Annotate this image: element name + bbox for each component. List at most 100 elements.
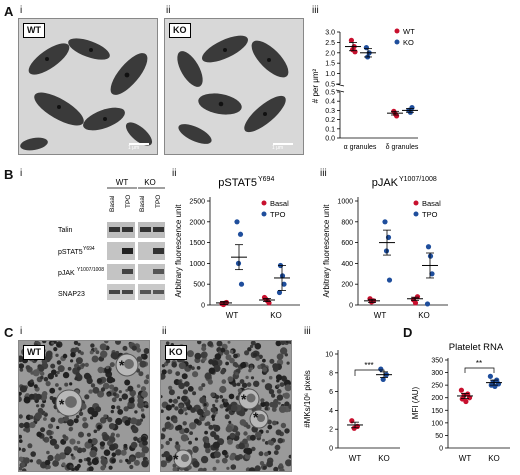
western-blot: WT KO Basal TPO Basal TPO Talin pSTAT5 Y… bbox=[58, 178, 165, 300]
hist-ko-cell-325 bbox=[184, 412, 188, 416]
hist-wt-cell-209 bbox=[87, 461, 92, 466]
hist-ko-cell-154 bbox=[280, 422, 287, 429]
a-iii-legend-ko-marker bbox=[394, 39, 400, 45]
hist-ko-cell-283 bbox=[248, 467, 256, 471]
hist-ko-cell-250 bbox=[232, 361, 238, 367]
d-title: Platelet RNA bbox=[449, 342, 504, 353]
hist-ko-cell-383 bbox=[278, 405, 287, 413]
hist-wt-cell-173 bbox=[47, 454, 54, 462]
hist-wt-cell-242 bbox=[108, 423, 116, 430]
hist-wt-cell-279 bbox=[133, 459, 140, 466]
hist-ko-cell-187 bbox=[288, 404, 291, 410]
chart-b-ii: pSTAT5 Y694 0 500 1000 1500 2000 2500 Arbitra… bbox=[174, 176, 300, 320]
hist-wt-cell-406 bbox=[138, 371, 144, 377]
em-image-wt-art bbox=[19, 19, 157, 154]
hist-ko-cell-294 bbox=[215, 459, 220, 464]
hist-wt-cell-218 bbox=[19, 385, 28, 393]
blot-row-pstat5-sup: Y694 bbox=[83, 246, 95, 252]
hist-wt-cell-384 bbox=[54, 374, 58, 377]
c-iii-sig-bracket bbox=[354, 369, 385, 376]
hist-ko-cell-92 bbox=[182, 389, 188, 395]
hist-wt-cell-374 bbox=[123, 443, 128, 448]
panel-b-sub-i: i bbox=[20, 168, 23, 179]
d-tick-label-2: 100 bbox=[431, 420, 443, 427]
hist-wt-cell-39 bbox=[118, 390, 122, 394]
b-iii-point-tpo-4 bbox=[425, 244, 432, 250]
hist-wt-cell-82 bbox=[134, 410, 138, 414]
d-point-wt-4 bbox=[459, 396, 465, 402]
hist-ko-cell-162 bbox=[239, 419, 247, 426]
hist-wt-cell-311 bbox=[36, 459, 42, 465]
a-iii-upper-tick-label-4: 1.0 bbox=[325, 71, 335, 78]
hist-wt-cell-233 bbox=[118, 397, 123, 402]
hist-ko-cell-414 bbox=[211, 414, 215, 419]
b-iii-title: pJAK bbox=[372, 177, 399, 189]
histology-wt-asterisk-1: * bbox=[119, 357, 125, 373]
panel-label-c: C bbox=[4, 325, 14, 340]
hist-wt-cell-336 bbox=[75, 372, 81, 378]
panel-a-sub-iii: iii bbox=[312, 5, 319, 16]
hist-ko-cell-237 bbox=[192, 446, 199, 453]
hist-wt-cell-262 bbox=[107, 417, 113, 423]
hist-wt-cell-335 bbox=[29, 415, 34, 420]
b-iii-tick-label-0: 0 bbox=[349, 303, 353, 310]
hist-ko-cell-77 bbox=[210, 392, 216, 398]
hist-ko-cell-262 bbox=[253, 380, 260, 387]
hist-wt-cell-8 bbox=[21, 468, 27, 471]
hist-wt-cell-330 bbox=[90, 416, 94, 420]
hist-wt-cell-405 bbox=[67, 419, 71, 424]
hist-wt-cell-138 bbox=[102, 382, 110, 390]
b-iii-point-tpo-5 bbox=[427, 253, 434, 259]
hist-ko-cell-225 bbox=[233, 353, 238, 359]
band-talin-wt-tpo bbox=[122, 227, 133, 232]
hist-wt-cell-394 bbox=[46, 429, 53, 436]
hist-wt-cell-360 bbox=[19, 396, 22, 403]
hist-wt-cell-321 bbox=[29, 421, 36, 429]
hist-ko-cell-360 bbox=[216, 341, 223, 347]
hist-wt-cell-312 bbox=[58, 387, 62, 391]
b-iii-point-tpo-7 bbox=[424, 301, 431, 307]
hist-ko-cell-44 bbox=[168, 385, 173, 390]
hist-ko-cell-380 bbox=[172, 398, 178, 404]
hist-ko-cell-310 bbox=[232, 382, 237, 387]
a-iii-upper-tick-label-0: 3.0 bbox=[325, 30, 335, 37]
hist-ko-cell-264 bbox=[275, 374, 283, 381]
hist-wt-cell-368 bbox=[123, 406, 129, 412]
hist-wt-cell-223 bbox=[97, 366, 104, 374]
hist-ko-cell-282 bbox=[200, 455, 209, 464]
hist-wt-cell-398 bbox=[129, 456, 136, 462]
hist-wt-cell-199 bbox=[130, 441, 138, 449]
hist-wt-cell-339 bbox=[105, 365, 109, 370]
hist-ko-cell-30 bbox=[161, 433, 166, 440]
hist-ko-cell-103 bbox=[194, 437, 198, 441]
hist-wt-cell-248 bbox=[36, 431, 42, 438]
hist-ko-cell-168 bbox=[201, 346, 207, 352]
hist-ko-cell-390 bbox=[275, 429, 282, 436]
hist-ko-cell-192 bbox=[271, 393, 276, 398]
hist-ko-cell-213 bbox=[224, 414, 230, 420]
hist-ko-cell-8 bbox=[268, 375, 273, 380]
hist-wt-cell-222 bbox=[30, 371, 34, 375]
hist-wt-cell-193 bbox=[125, 388, 129, 392]
hist-ko-cell-170 bbox=[206, 421, 211, 426]
hist-ko-cell-175 bbox=[189, 422, 197, 430]
hist-ko-cell-323 bbox=[255, 356, 260, 361]
hist-ko-cell-193 bbox=[178, 408, 184, 415]
hist-ko-cell-107 bbox=[208, 424, 214, 430]
hist-wt-cell-412 bbox=[69, 465, 73, 469]
b-iii-title-sup: Y1007/1008 bbox=[399, 176, 437, 183]
band-snap23-wt-basal bbox=[109, 290, 120, 294]
hist-wt-cell-403 bbox=[145, 404, 149, 409]
hist-wt-cell-33 bbox=[88, 389, 93, 394]
hist-ko-cell-71 bbox=[221, 457, 228, 464]
hist-ko-cell-228 bbox=[165, 341, 170, 345]
c-iii-tick-label-0: 0 bbox=[329, 446, 333, 453]
hist-ko-cell-279 bbox=[225, 425, 233, 433]
hist-ko-cell-209 bbox=[187, 386, 194, 392]
band-pstat5-ko-tpo bbox=[153, 248, 164, 254]
hist-wt-cell-133 bbox=[76, 415, 80, 419]
hist-wt-cell-363 bbox=[35, 393, 42, 400]
hist-wt-cell-350 bbox=[140, 353, 145, 358]
b-ii-xlabel-wt: WT bbox=[226, 311, 239, 320]
hist-wt-cell-88 bbox=[62, 371, 70, 379]
